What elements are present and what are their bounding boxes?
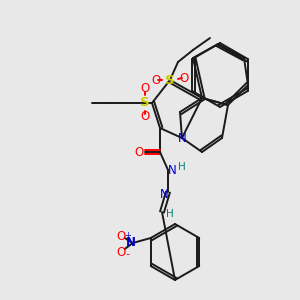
Text: N: N — [168, 164, 176, 176]
Text: H: H — [178, 162, 186, 172]
Text: O: O — [152, 74, 160, 86]
Text: S: S — [140, 97, 150, 110]
Text: N: N — [126, 236, 136, 250]
Text: O: O — [134, 146, 144, 158]
Text: -: - — [126, 249, 130, 259]
Text: S: S — [165, 74, 175, 86]
Text: O: O — [116, 230, 125, 244]
Text: +: + — [124, 232, 131, 241]
Text: O: O — [179, 71, 189, 85]
Text: N: N — [178, 131, 186, 145]
Text: O: O — [116, 247, 125, 260]
Text: H: H — [166, 209, 174, 219]
Text: N: N — [160, 188, 168, 200]
Text: O: O — [140, 110, 150, 124]
Text: O: O — [140, 82, 150, 95]
